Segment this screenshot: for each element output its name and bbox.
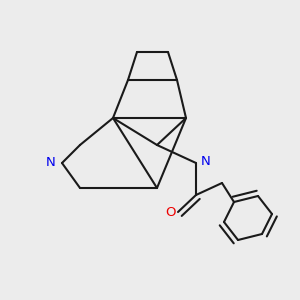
Text: O: O <box>165 206 176 218</box>
Text: N: N <box>200 155 210 168</box>
Text: N: N <box>46 157 56 169</box>
